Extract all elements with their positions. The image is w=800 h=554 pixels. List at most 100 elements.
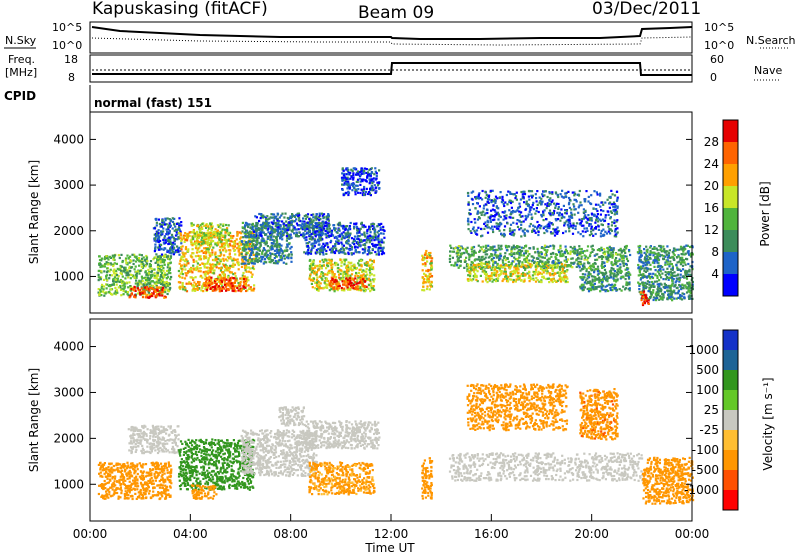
power-color-step (723, 230, 738, 252)
velocity-yaxis: 4000 3000 2000 1000 (53, 340, 692, 491)
freq-tick-low: 8 (68, 71, 75, 84)
velocity-colorbar-label: Velocity [m s⁻¹] (761, 377, 775, 470)
cpid-value: normal (fast) 151 (94, 96, 212, 110)
velocity-region-7 (308, 461, 376, 496)
power-region-9 (308, 258, 376, 293)
nave-tick-low: 0 (710, 71, 717, 84)
station-title: Kapuskasing (fitACF) (92, 0, 268, 19)
power-region-7 (253, 212, 331, 238)
velocity-region-3 (190, 484, 218, 500)
beam-title: Beam 09 (358, 3, 434, 23)
time-xaxis: 00:00 04:00 08:00 12:00 16:00 20:00 00:00 (73, 514, 710, 541)
freq-panel: Freq. [MHz] 18 8 60 0 Nave (5, 53, 782, 84)
freq-label-2: [MHz] (5, 66, 37, 79)
power-color-step (723, 274, 738, 296)
power-region-18 (639, 290, 650, 307)
ytick-label: 1000 (53, 269, 84, 283)
velocity-region-5 (278, 406, 306, 427)
freq-tick-high: 18 (64, 53, 78, 66)
power-data-area (97, 167, 694, 307)
ytick-label: 2000 (53, 431, 84, 445)
velocity-color-step (723, 330, 738, 350)
velocity-cbar-tick: -100 (692, 443, 719, 457)
power-color-step (723, 142, 738, 164)
power-region-3 (177, 230, 256, 293)
velocity-region-1 (127, 424, 180, 455)
nave-tick-high: 60 (710, 53, 724, 66)
velocity-cbar-tick: -25 (699, 423, 719, 437)
velocity-ylabel: Slant Range [km] (27, 368, 41, 472)
velocity-region-8 (421, 457, 434, 500)
cpid-label: CPID (4, 89, 36, 103)
power-cbar-tick: 16 (704, 201, 719, 215)
velocity-cbar-tick: -1000 (684, 483, 719, 497)
nsky-tick-high: 10^5 (52, 21, 82, 34)
power-cbar-tick: 24 (704, 157, 719, 171)
xtick-label: 00:00 (73, 527, 108, 541)
power-region-15 (466, 189, 619, 238)
power-cbar-tick: 28 (704, 135, 719, 149)
nsearch-tick-high: 10^5 (704, 21, 734, 34)
power-color-step (723, 186, 738, 208)
nsky-label: N.Sky (5, 34, 37, 47)
xtick-label: 20:00 (574, 527, 609, 541)
power-color-step (723, 164, 738, 186)
power-region-11 (340, 167, 381, 197)
nsearch-tick-low: 10^0 (704, 39, 734, 52)
power-color-step (723, 120, 738, 142)
freq-label-1: Freq. (8, 53, 35, 66)
noise-panel: N.Sky 10^5 10^0 N.Search 10^5 10^0 (4, 21, 796, 54)
velocity-colorbar: 1000 500 100 25 -25 -100 -500 -1000 (684, 329, 739, 511)
velocity-region-0 (97, 461, 173, 501)
velocity-color-step (723, 470, 738, 490)
velocity-region-10 (466, 383, 569, 432)
power-cbar-tick: 4 (711, 267, 719, 281)
power-region-4 (190, 222, 230, 247)
power-region-12 (421, 249, 434, 292)
power-color-step (723, 252, 738, 274)
velocity-cbar-tick: -500 (692, 463, 719, 477)
power-region-17 (636, 244, 694, 302)
xtick-label: 04:00 (173, 527, 208, 541)
velocity-color-step (723, 350, 738, 370)
power-panel: 4000 3000 2000 1000 Slant Range [km] (27, 111, 694, 314)
xtick-label: 12:00 (374, 527, 409, 541)
xtick-label: 00:00 (675, 527, 710, 541)
date-title: 03/Dec/2011 (592, 0, 701, 19)
ytick-label: 3000 (53, 178, 84, 192)
power-ylabel: Slant Range [km] (27, 160, 41, 264)
ytick-label: 4000 (53, 132, 84, 146)
power-region-6 (240, 221, 293, 265)
nsearch-label: N.Search (746, 34, 796, 47)
velocity-data-area (97, 383, 695, 505)
nsky-tick-low: 10^0 (52, 39, 82, 52)
power-region-2 (152, 217, 183, 256)
power-region-8 (303, 221, 386, 256)
power-colorbar: 28 24 20 16 12 8 4 (704, 119, 739, 297)
power-cbar-tick: 12 (704, 223, 719, 237)
velocity-region-12 (641, 456, 695, 505)
velocity-panel: 4000 3000 2000 1000 00:00 04:00 08:00 12:00 16:… (27, 318, 710, 554)
power-region-10 (328, 276, 368, 290)
time-xlabel: Time UT (364, 541, 415, 554)
ytick-label: 1000 (53, 477, 84, 491)
velocity-cbar-tick: 100 (696, 383, 719, 397)
velocity-cbar-tick: 1000 (688, 343, 719, 357)
velocity-cbar-tick: 25 (704, 403, 719, 417)
power-region-14 (466, 262, 569, 284)
velocity-color-step (723, 430, 738, 450)
power-colorbar-label: Power [dB] (758, 181, 772, 246)
velocity-color-step (723, 450, 738, 470)
nsky-trace (91, 26, 693, 40)
velocity-region-6 (303, 420, 381, 450)
freq-trace (92, 62, 692, 76)
power-region-1 (128, 285, 167, 299)
velocity-color-step (723, 410, 738, 430)
velocity-region-11 (579, 388, 619, 441)
power-cbar-tick: 20 (704, 179, 719, 193)
velocity-cbar-tick: 500 (696, 363, 719, 377)
velocity-color-step (723, 490, 738, 510)
power-region-16 (579, 267, 632, 293)
ytick-label: 2000 (53, 224, 84, 238)
